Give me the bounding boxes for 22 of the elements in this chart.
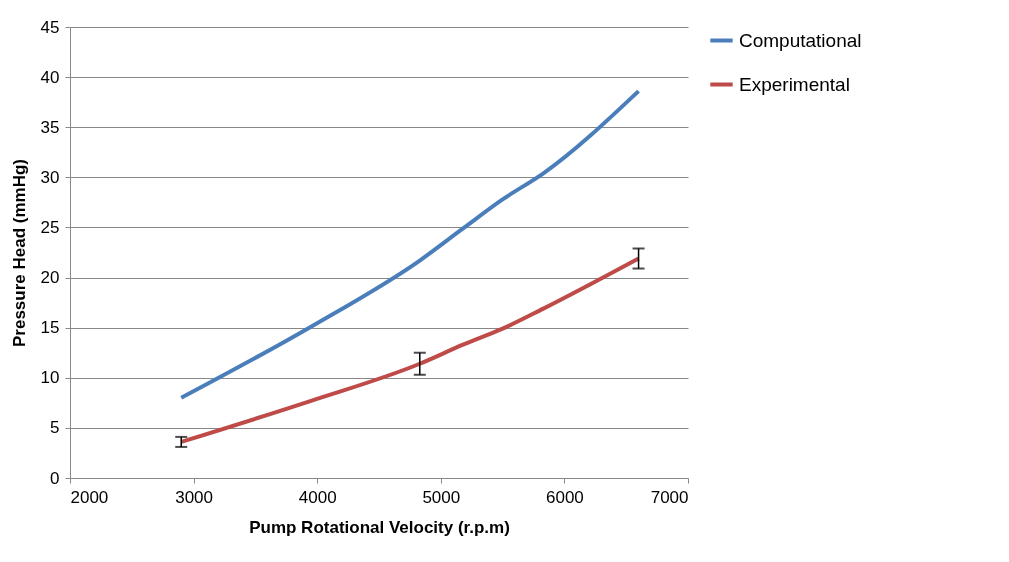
y-tick-label: 30 [40, 167, 60, 187]
y-tick-label: 15 [40, 318, 60, 338]
x-tick-label: 2000 [70, 487, 109, 507]
x-tick-label: 6000 [545, 487, 584, 507]
x-axis-title: Pump Rotational Velocity (r.p.m) [249, 517, 510, 537]
y-tick-label: 45 [40, 17, 60, 37]
y-tick-label: 35 [40, 117, 60, 137]
legend-label: Computational [739, 29, 862, 51]
y-tick-label: 25 [40, 217, 60, 237]
line-series [179, 89, 641, 400]
legend-label: Experimental [739, 73, 850, 95]
x-tick-label: 7000 [650, 487, 689, 507]
y-tick-label: 40 [40, 67, 60, 87]
y-tick-label: 5 [50, 418, 60, 438]
y-tick-label: 0 [50, 468, 60, 488]
x-tick-label: 4000 [298, 487, 337, 507]
line-series [179, 256, 641, 444]
x-tick-label: 5000 [422, 487, 461, 507]
x-tick-label: 3000 [175, 487, 214, 507]
y-tick-label: 10 [40, 368, 60, 388]
y-axis-title: Pressure Head (mmHg) [9, 158, 29, 348]
y-tick-label: 20 [40, 268, 60, 288]
